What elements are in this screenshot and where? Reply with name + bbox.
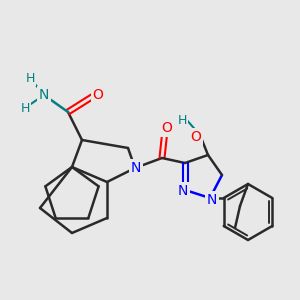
- Text: N: N: [131, 161, 141, 175]
- Text: H: H: [25, 71, 35, 85]
- Text: N: N: [39, 88, 49, 102]
- Text: N: N: [178, 184, 188, 198]
- Text: O: O: [93, 88, 104, 102]
- Text: N: N: [207, 193, 217, 207]
- Text: H: H: [177, 113, 187, 127]
- Text: H: H: [20, 101, 30, 115]
- Text: O: O: [162, 121, 172, 135]
- Text: O: O: [190, 130, 201, 144]
